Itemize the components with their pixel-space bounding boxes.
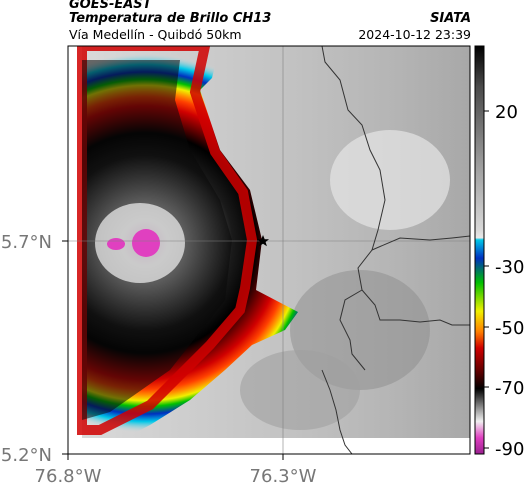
product-title: Temperatura de Brillo CH13 — [69, 11, 272, 26]
coldest-core — [132, 229, 160, 257]
boundary-line-4 — [339, 289, 366, 371]
map-subtitle: Vía Medellín - Quibdó 50km — [69, 27, 242, 42]
colorbar-tick-20: 20 — [495, 102, 518, 123]
star-marker — [257, 235, 269, 247]
lon-label-76-3: 76.3°W — [250, 466, 317, 487]
lat-label-5-7: 5.7°N — [1, 232, 52, 253]
data-source-label: SIATA — [430, 11, 471, 26]
map-frame — [67, 45, 471, 455]
colorbar-ticks: 20 -30 -50 -70 -90 — [484, 102, 524, 460]
boundary-line-2 — [371, 235, 470, 251]
timestamp-label: 2024-10-12 23:39 — [358, 27, 471, 42]
lat-label-5-2: 5.2°N — [1, 445, 52, 466]
colorbar-tick-minus30: -30 — [495, 257, 524, 278]
colorbar-tick-minus70: -70 — [495, 378, 524, 399]
colorbar — [474, 45, 485, 455]
boundary-line-3 — [321, 369, 353, 454]
lon-label-76-8: 76.8°W — [35, 466, 102, 487]
colorbar-tick-minus90: -90 — [495, 439, 524, 460]
satellite-title: GOES-EAST — [69, 0, 152, 12]
colorbar-tick-minus50: -50 — [495, 318, 524, 339]
